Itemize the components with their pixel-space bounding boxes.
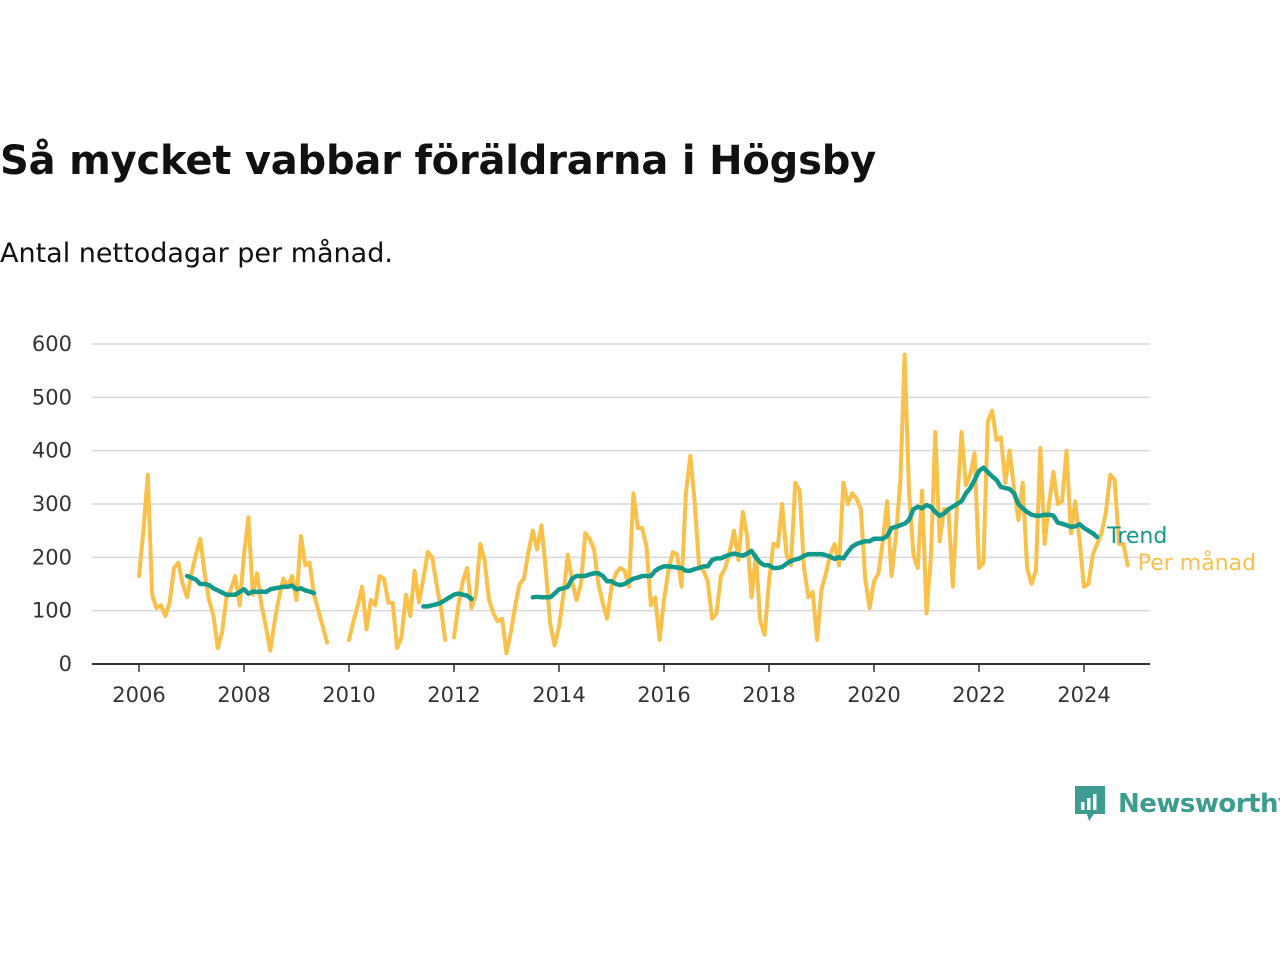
y-axis-tick-labels: 0 100 200 300 400 500 600 xyxy=(32,332,72,676)
x-tick-label-2008: 2008 xyxy=(217,683,270,707)
x-axis: 2006 2008 2010 2012 2014 2016 2018 2020 2022 2024 xyxy=(92,663,1150,707)
y-tick-label-300: 300 xyxy=(32,492,72,516)
newsworthy-logo-icon xyxy=(1075,786,1105,821)
chart-title: Så mycket vabbar föräldrarna i Högsby xyxy=(0,138,876,184)
y-tick-label-100: 100 xyxy=(32,599,72,623)
chart-subtitle: Antal nettodagar per månad. xyxy=(0,238,393,269)
x-tick-label-2020: 2020 xyxy=(847,683,900,707)
x-tick-label-2016: 2016 xyxy=(637,683,690,707)
series-line-trend xyxy=(184,465,1100,609)
x-tick-label-2012: 2012 xyxy=(427,683,480,707)
y-tick-label-500: 500 xyxy=(32,385,72,409)
brand-name: Newsworthy xyxy=(1118,789,1280,819)
x-tick-label-2014: 2014 xyxy=(532,683,585,707)
newsworthy-logo: Newsworthy xyxy=(1072,784,1280,824)
data-series xyxy=(137,352,1130,656)
series-label-trend: Trend xyxy=(1106,524,1167,549)
series-label-per-manad: Per månad xyxy=(1138,550,1256,576)
x-tick-label-2024: 2024 xyxy=(1057,683,1110,707)
x-tick-label-2006: 2006 xyxy=(112,683,165,707)
grid-lines xyxy=(92,343,1150,612)
y-tick-label-600: 600 xyxy=(32,332,72,356)
y-tick-label-0: 0 xyxy=(59,652,72,676)
y-tick-label-200: 200 xyxy=(32,545,72,569)
x-tick-label-2010: 2010 xyxy=(322,683,375,707)
x-tick-label-2018: 2018 xyxy=(742,683,795,707)
y-tick-label-400: 400 xyxy=(32,439,72,463)
x-tick-label-2022: 2022 xyxy=(952,683,1005,707)
